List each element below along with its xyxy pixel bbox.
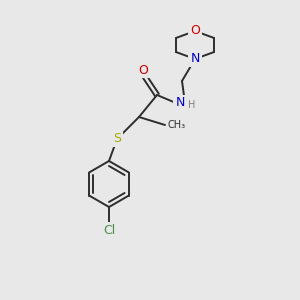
Text: S: S (113, 133, 121, 146)
Text: CH₃: CH₃ (167, 120, 185, 130)
Text: O: O (190, 25, 200, 38)
Text: H: H (188, 100, 195, 110)
Text: N: N (190, 52, 200, 65)
Text: Cl: Cl (103, 224, 115, 236)
Text: O: O (138, 64, 148, 76)
Text: N: N (175, 97, 185, 110)
